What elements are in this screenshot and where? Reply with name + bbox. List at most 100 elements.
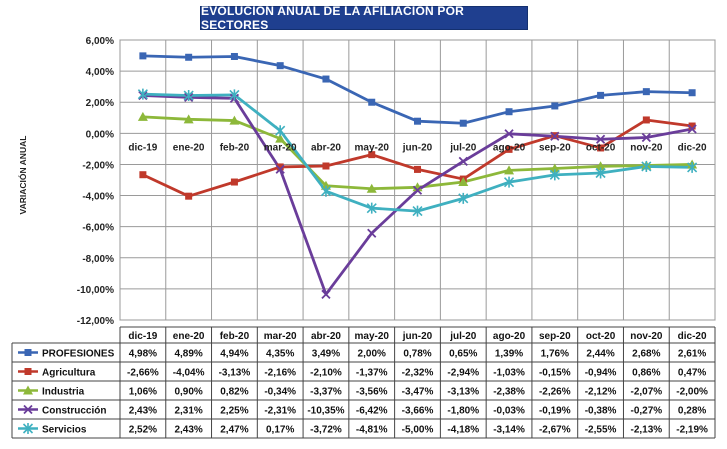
y-tick-label: -10,00% bbox=[77, 285, 114, 296]
data-point bbox=[276, 163, 284, 171]
data-label: -4,04% bbox=[173, 368, 205, 379]
data-label: -3,13% bbox=[447, 387, 479, 398]
data-label: 1,76% bbox=[541, 349, 569, 360]
data-point bbox=[503, 176, 515, 188]
data-point bbox=[368, 98, 376, 106]
legend-entry: Industria bbox=[42, 387, 85, 398]
category-label: jun-20 bbox=[402, 142, 433, 153]
data-point bbox=[688, 89, 696, 97]
data-label: -0,15% bbox=[539, 368, 571, 379]
data-label: 3,49% bbox=[312, 349, 340, 360]
data-label: -2,12% bbox=[585, 387, 617, 398]
data-label: -2,67% bbox=[539, 425, 571, 436]
data-point bbox=[275, 164, 285, 174]
data-label: -2,31% bbox=[264, 406, 296, 417]
data-point bbox=[458, 192, 469, 204]
y-tick-label: -6,00% bbox=[82, 223, 114, 234]
data-label: -2,00% bbox=[676, 387, 708, 398]
data-point bbox=[641, 132, 651, 143]
data-label: -2,32% bbox=[402, 368, 434, 379]
table-header: jul-20 bbox=[449, 331, 477, 342]
data-point bbox=[22, 423, 34, 434]
data-point bbox=[320, 180, 331, 190]
data-label: 1,39% bbox=[495, 349, 523, 360]
data-point bbox=[229, 115, 240, 125]
data-label: -1,80% bbox=[447, 406, 479, 417]
data-point bbox=[412, 205, 423, 217]
data-label: -1,03% bbox=[493, 368, 525, 379]
y-tick-label: -2,00% bbox=[82, 160, 114, 171]
table-header: may-20 bbox=[354, 331, 389, 342]
data-label: 1,06% bbox=[129, 387, 157, 398]
data-point bbox=[549, 169, 560, 181]
table-header: ago-20 bbox=[493, 331, 526, 342]
data-label: -3,47% bbox=[402, 387, 434, 398]
data-point bbox=[230, 52, 238, 60]
legend-entry: Construcción bbox=[42, 406, 106, 417]
data-label: 4,89% bbox=[174, 349, 202, 360]
table-header: abr-20 bbox=[311, 331, 341, 342]
data-label: -2,66% bbox=[127, 368, 159, 379]
data-label: -5,00% bbox=[402, 425, 434, 436]
data-point bbox=[229, 89, 240, 101]
data-label: 0,78% bbox=[403, 349, 431, 360]
data-point bbox=[322, 75, 330, 83]
data-point bbox=[595, 167, 606, 179]
y-tick-labels: 6,00% 4,00% 2,00% 0,00% -2,00% -4,00% -6,00% -8… bbox=[77, 36, 114, 327]
data-label: -0,38% bbox=[585, 406, 617, 417]
data-label: -2,19% bbox=[676, 425, 708, 436]
y-tick-label: -12,00% bbox=[77, 316, 114, 327]
table-header: oct-20 bbox=[586, 331, 616, 342]
table-header: feb-20 bbox=[220, 331, 250, 342]
data-label: 0,28% bbox=[678, 406, 706, 417]
data-point bbox=[458, 156, 468, 166]
data-label: 2,47% bbox=[220, 425, 248, 436]
category-label: may-20 bbox=[354, 142, 389, 153]
data-label: 2,00% bbox=[358, 349, 386, 360]
data-label: 2,61% bbox=[678, 349, 706, 360]
data-point bbox=[139, 171, 147, 179]
data-point bbox=[414, 165, 421, 173]
category-labels: dic-19 ene-20 feb-20 mar-20 abr-20 may-20 jun-… bbox=[128, 142, 707, 153]
data-point bbox=[183, 114, 194, 124]
y-tick-label: -4,00% bbox=[82, 192, 114, 203]
data-label: -3,66% bbox=[402, 406, 434, 417]
data-point bbox=[320, 185, 332, 197]
category-label: feb-20 bbox=[220, 142, 250, 153]
data-point bbox=[137, 111, 148, 121]
plot-area bbox=[119, 39, 716, 321]
series-markers bbox=[137, 52, 698, 299]
data-point bbox=[505, 108, 513, 116]
data-label: -0,94% bbox=[585, 368, 617, 379]
data-point bbox=[688, 122, 696, 130]
data-label: -6,42% bbox=[356, 406, 388, 417]
data-label: -0,19% bbox=[539, 406, 571, 417]
category-label: dic-19 bbox=[128, 142, 157, 153]
data-table: dic-19 ene-20 feb-20 mar-20 abr-20 may-20 jun-… bbox=[11, 326, 716, 439]
data-label: 0,82% bbox=[220, 387, 248, 398]
data-point bbox=[550, 131, 560, 141]
data-label: 2,68% bbox=[632, 349, 660, 360]
data-point bbox=[275, 125, 286, 137]
category-label: ene-20 bbox=[173, 142, 205, 153]
data-point bbox=[549, 163, 560, 173]
data-label: 2,31% bbox=[174, 406, 202, 417]
category-label: nov-20 bbox=[630, 142, 663, 153]
data-point bbox=[504, 129, 514, 139]
table-header: sep-20 bbox=[539, 331, 571, 342]
data-label: 2,25% bbox=[220, 406, 248, 417]
data-label: -2,26% bbox=[539, 387, 571, 398]
data-label: 4,98% bbox=[129, 349, 157, 360]
data-label: 2,43% bbox=[174, 425, 202, 436]
data-point bbox=[24, 368, 32, 375]
data-label: -3,72% bbox=[310, 425, 342, 436]
table-header: jun-20 bbox=[402, 331, 433, 342]
data-label: -3,56% bbox=[356, 387, 388, 398]
data-label: -4,81% bbox=[356, 425, 388, 436]
data-point bbox=[23, 404, 33, 415]
data-point bbox=[459, 119, 467, 127]
data-label: -2,07% bbox=[631, 387, 663, 398]
data-label: 0,86% bbox=[632, 368, 660, 379]
table-header: dic-20 bbox=[678, 331, 707, 342]
